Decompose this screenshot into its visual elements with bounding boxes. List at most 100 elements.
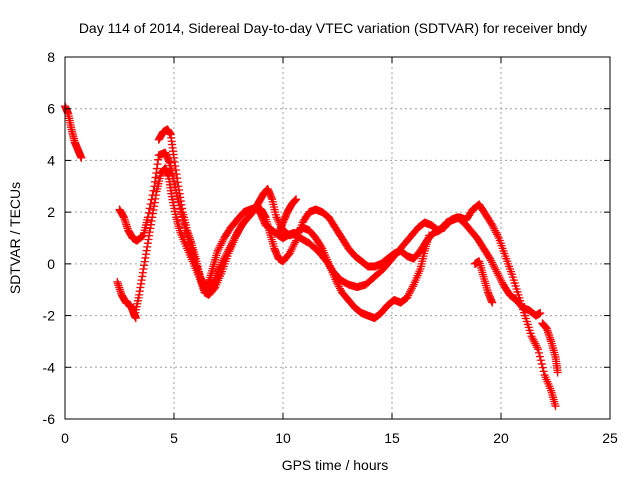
data-point [492, 267, 501, 276]
data-point [534, 348, 543, 357]
data-layer [61, 102, 562, 411]
data-point [485, 253, 494, 262]
data-point [213, 246, 222, 255]
data-point [533, 343, 542, 352]
data-point [488, 298, 497, 307]
data-point [220, 254, 229, 263]
data-point [226, 241, 235, 250]
data-point [272, 213, 281, 222]
data-point [334, 280, 343, 289]
data-point [219, 256, 228, 265]
y-tick-label: 8 [47, 49, 55, 65]
data-point [232, 230, 241, 239]
series-arc-8 [538, 319, 562, 377]
data-point [225, 243, 234, 252]
data-point [217, 239, 226, 248]
x-tick-label: 15 [384, 430, 400, 446]
y-tick-label: 4 [47, 152, 55, 168]
series-arc-6 [274, 195, 301, 237]
data-point [491, 265, 500, 274]
data-point [290, 240, 299, 249]
tick-layer: 0 5 10 15 20 25 -6 -4 -2 0 2 4 6 8 [43, 49, 618, 446]
data-point [406, 286, 415, 295]
data-point [227, 239, 236, 248]
data-point [137, 232, 146, 241]
data-point [231, 232, 240, 241]
data-point [287, 245, 296, 254]
data-point [534, 345, 543, 354]
data-point [539, 367, 548, 376]
data-point [496, 275, 505, 284]
data-point [286, 247, 295, 256]
series-arc-1 [61, 102, 86, 162]
data-point [215, 243, 224, 252]
data-point [487, 219, 496, 228]
data-point [498, 278, 507, 287]
data-point [492, 228, 501, 237]
data-point [489, 262, 498, 271]
data-point [493, 232, 502, 241]
data-point [224, 245, 233, 254]
y-tick-label: -2 [43, 308, 56, 324]
series-arc-5 [154, 125, 560, 411]
data-point [230, 234, 239, 243]
data-point [331, 275, 340, 284]
data-point [536, 356, 545, 365]
data-point [553, 368, 562, 377]
data-point [405, 289, 414, 298]
series-arc-7 [470, 257, 497, 307]
data-point [531, 339, 540, 348]
data-point [222, 249, 231, 258]
data-point [407, 284, 416, 293]
data-point [229, 236, 238, 245]
data-point [214, 265, 223, 274]
data-point [221, 252, 230, 261]
data-point [273, 215, 282, 224]
x-tick-label: 10 [275, 430, 291, 446]
data-point [491, 226, 500, 235]
y-tick-label: 2 [47, 204, 55, 220]
data-point [493, 269, 502, 278]
x-axis-label: GPS time / hours [282, 457, 389, 473]
data-point [217, 260, 226, 269]
data-point [537, 359, 546, 368]
y-tick-label: -4 [43, 359, 56, 375]
data-point [291, 238, 300, 247]
data-point [551, 402, 560, 411]
data-point [335, 282, 344, 291]
y-tick-label: 6 [47, 101, 55, 117]
data-point [222, 250, 231, 259]
data-point [333, 279, 342, 288]
data-point [490, 224, 499, 233]
data-point [144, 208, 153, 217]
data-point [497, 276, 506, 285]
data-point [285, 249, 294, 258]
data-point [489, 222, 498, 231]
data-point [77, 153, 86, 162]
data-point [528, 334, 537, 343]
data-point [490, 263, 499, 272]
data-point [495, 273, 504, 282]
plot-frame [64, 56, 611, 420]
data-point [289, 242, 298, 251]
x-tick-label: 25 [602, 430, 618, 446]
data-point [487, 256, 496, 265]
data-point [288, 243, 297, 252]
chart-title: Day 114 of 2014, Sidereal Day-to-day VTE… [79, 20, 587, 36]
data-point [403, 293, 412, 302]
data-point [408, 282, 417, 291]
data-point [494, 271, 503, 280]
data-point [488, 260, 497, 269]
data-point [213, 267, 222, 276]
data-point [538, 363, 547, 372]
data-point [529, 335, 538, 344]
data-point [215, 263, 224, 272]
data-point [492, 230, 501, 239]
data-point [216, 262, 225, 271]
data-point [404, 291, 413, 300]
data-point [219, 235, 228, 244]
data-point [223, 247, 232, 256]
data-point [527, 332, 536, 341]
